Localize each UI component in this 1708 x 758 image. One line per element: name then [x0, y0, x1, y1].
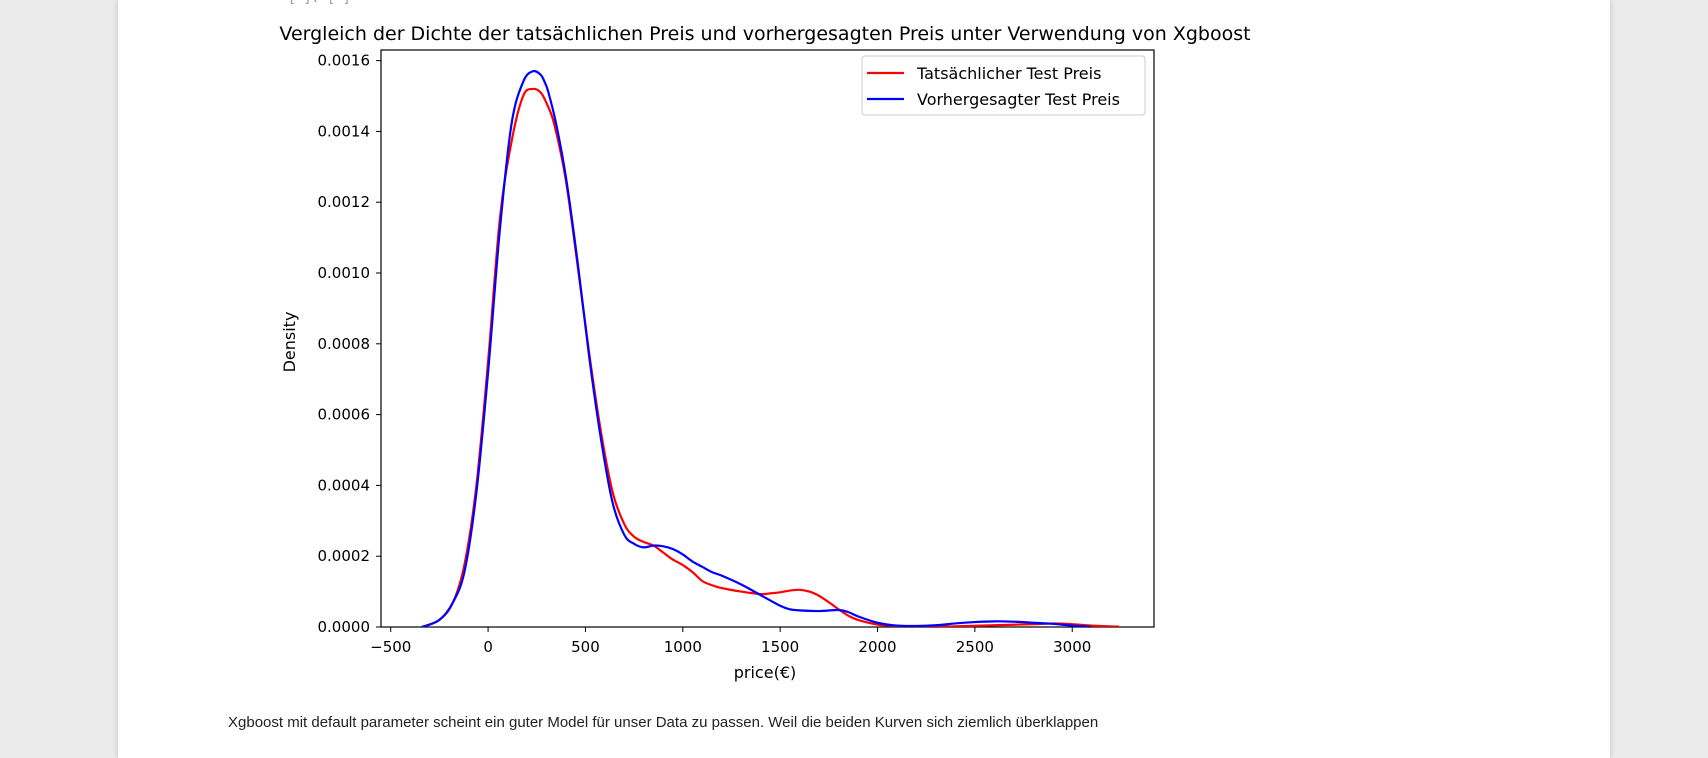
y-tick-label: 0.0004 [318, 476, 371, 494]
legend-box [861, 55, 1146, 116]
x-axis-label: price(€) [734, 663, 796, 682]
legend-label-predicted: Vorhergesagter Test Preis [917, 90, 1120, 109]
legend: Tatsächlicher Test Preis Vorhergesagter … [861, 55, 1146, 116]
x-tick-label: 1000 [664, 638, 702, 656]
x-tick-label: 2500 [956, 638, 994, 656]
x-tick-label: 3000 [1053, 638, 1091, 656]
x-tick-label: 2000 [858, 638, 896, 656]
y-tick-label: 0.0000 [318, 618, 371, 636]
y-tick-label: 0.0002 [318, 547, 371, 565]
x-tick-label: −500 [370, 638, 411, 656]
y-tick-label: 0.0006 [318, 406, 371, 424]
y-axis-ticks: 0.0000 0.0002 0.0004 0.0006 0.0008 0.0010 0.00… [318, 52, 381, 636]
x-axis-ticks: −500 0 500 1000 1500 2000 2500 3000 [370, 627, 1091, 656]
series-line-predicted [421, 69, 1090, 627]
legend-label-actual: Tatsächlicher Test Preis [916, 64, 1101, 83]
y-tick-label: 0.0016 [318, 52, 371, 70]
y-tick-label: 0.0010 [318, 264, 371, 282]
y-tick-label: 0.0008 [318, 335, 371, 353]
y-axis-label: Density [280, 312, 299, 373]
chart-title: Vergleich der Dichte der tatsächlichen P… [279, 23, 1250, 45]
x-tick-label: 1500 [761, 638, 799, 656]
x-tick-label: 500 [571, 638, 600, 656]
series-layer [421, 69, 1119, 627]
notebook-markdown-caption: Xgboost mit default parameter scheint ei… [228, 714, 1099, 731]
plot-frame [380, 49, 1155, 628]
y-tick-label: 0.0014 [318, 122, 371, 140]
y-tick-label: 0.0012 [318, 193, 371, 211]
x-tick-label: 0 [483, 638, 493, 656]
cell-prompt-fragment: [ ]: [ ] [288, 0, 351, 6]
